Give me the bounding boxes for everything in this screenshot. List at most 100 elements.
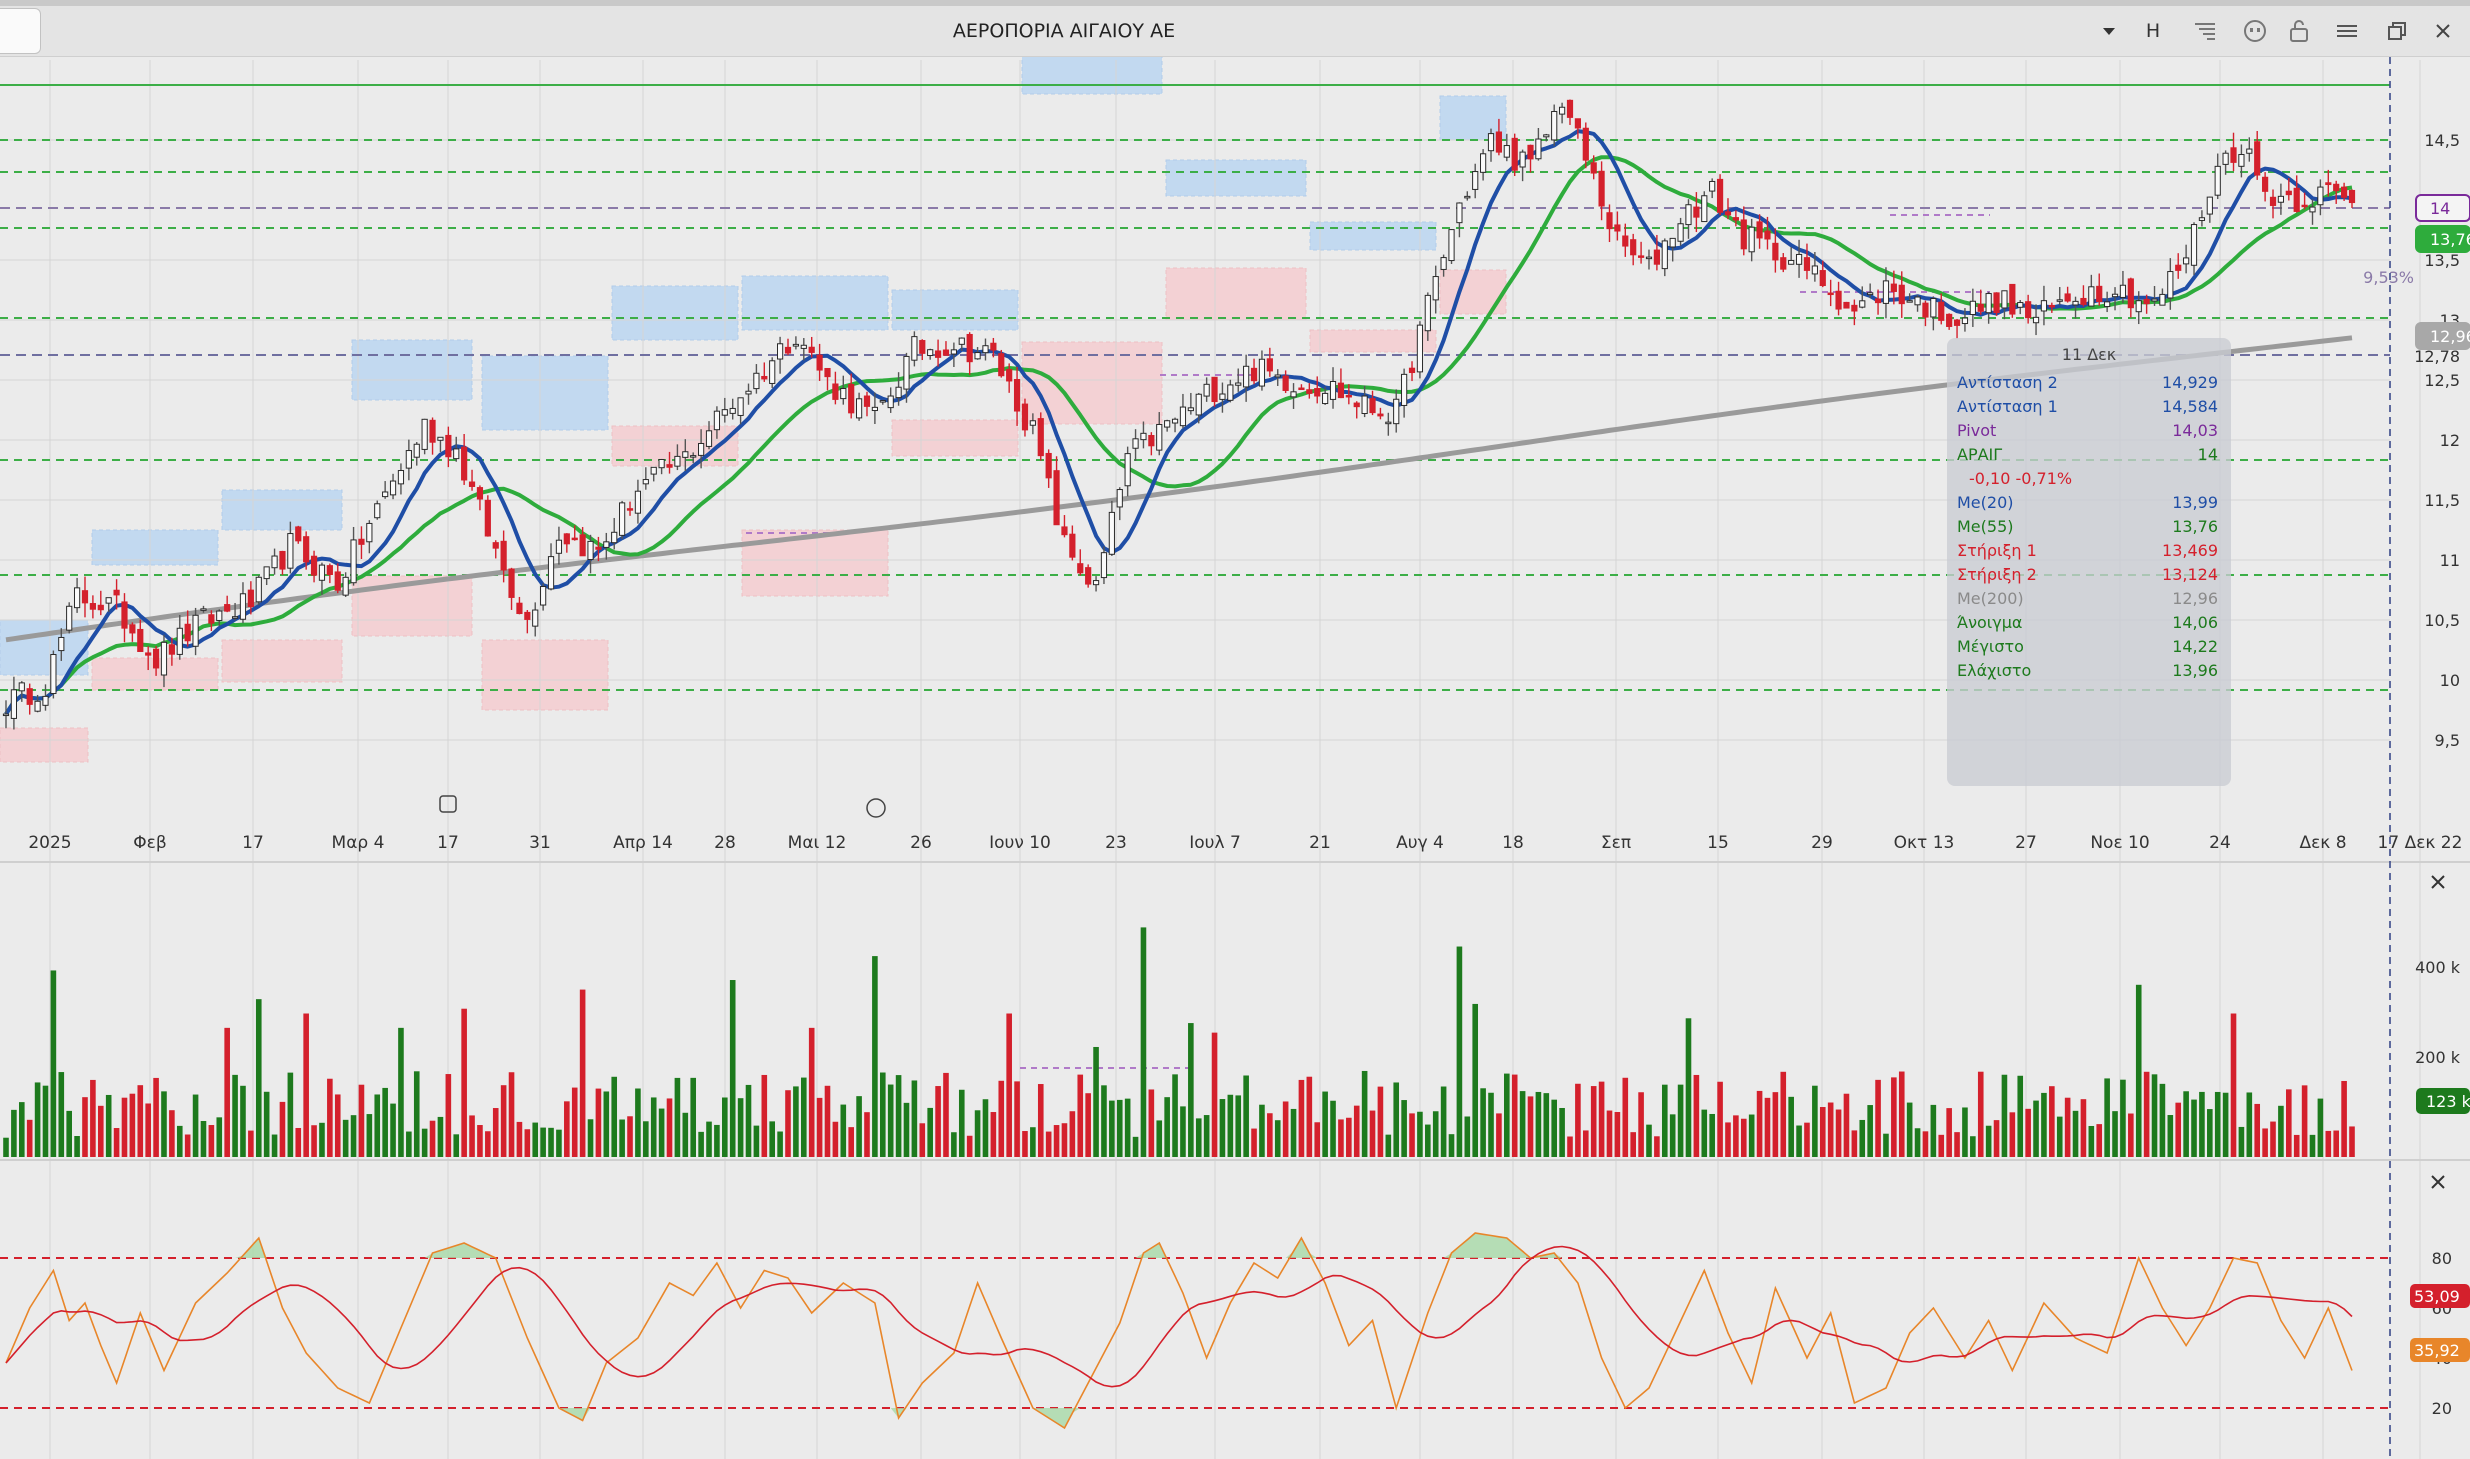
volume-bar bbox=[1164, 1097, 1170, 1157]
volume-bar bbox=[1922, 1131, 1929, 1157]
candle-down bbox=[137, 628, 144, 652]
volume-bar bbox=[982, 1099, 989, 1157]
volume-bar bbox=[2222, 1092, 2229, 1157]
dropdown-arrow-icon[interactable] bbox=[2090, 14, 2128, 48]
candle-down bbox=[784, 346, 792, 354]
volume-pane[interactable]: 400 k 200 k 123 k bbox=[0, 861, 2470, 1157]
volume-bar bbox=[485, 1131, 491, 1157]
ma55-price-tag: 13,76 bbox=[2415, 225, 2470, 253]
volume-bar bbox=[2001, 1074, 2008, 1157]
close-pane-icon bbox=[2431, 875, 2445, 889]
volume-bar bbox=[137, 1085, 144, 1157]
info-panel-value: 14 bbox=[2198, 445, 2218, 464]
info-panel-label: Στήριξη 1 bbox=[1957, 541, 2037, 560]
volume-bar bbox=[500, 1085, 507, 1157]
candle-up bbox=[2056, 299, 2063, 302]
volume-bar bbox=[1101, 1085, 1107, 1157]
x-tick-label: 24 bbox=[2209, 833, 2231, 853]
candle-down bbox=[2230, 147, 2237, 163]
candle-up bbox=[287, 533, 294, 569]
menu-icon[interactable] bbox=[2328, 14, 2366, 48]
volume-bar bbox=[879, 1072, 886, 1157]
candle-down bbox=[524, 611, 531, 620]
restore-window-icon[interactable] bbox=[2378, 14, 2416, 48]
candle-up bbox=[753, 372, 760, 390]
candle-down bbox=[1780, 257, 1787, 270]
y-tick-label: 10,5 bbox=[2424, 611, 2460, 630]
volume-bar bbox=[745, 1084, 752, 1157]
candle-down bbox=[121, 601, 128, 629]
volume-bar bbox=[271, 1134, 278, 1157]
volume-bar bbox=[2333, 1130, 2340, 1157]
volume-bar bbox=[1606, 1110, 1613, 1157]
volume-bar bbox=[1977, 1071, 1984, 1157]
candle-down bbox=[247, 589, 254, 608]
close-icon[interactable] bbox=[2424, 14, 2462, 48]
candle-down bbox=[1977, 303, 1984, 312]
candle-down bbox=[1408, 367, 1416, 374]
volume-bar bbox=[263, 1091, 270, 1157]
candle-up bbox=[453, 448, 460, 460]
symbol-search-box[interactable] bbox=[0, 8, 41, 54]
candle-up bbox=[1543, 134, 1550, 138]
volume-bar bbox=[722, 1097, 728, 1157]
volume-bar bbox=[2104, 1078, 2110, 1157]
candle-down bbox=[1495, 131, 1503, 153]
candle-up bbox=[1906, 300, 1913, 303]
candle-down bbox=[1377, 413, 1384, 417]
volume-bar bbox=[627, 1116, 633, 1157]
volume-bar bbox=[2309, 1134, 2316, 1157]
volume-bar bbox=[1259, 1104, 1265, 1157]
candle-up bbox=[397, 470, 405, 485]
volume-bar bbox=[42, 1085, 49, 1157]
interval-button[interactable]: H bbox=[2145, 20, 2161, 42]
candle-up bbox=[350, 539, 357, 584]
candle-up bbox=[2222, 152, 2229, 165]
candle-up bbox=[611, 531, 618, 544]
x-tick-label: 21 bbox=[1309, 833, 1331, 853]
volume-bar bbox=[279, 1101, 286, 1157]
candle-up bbox=[1503, 145, 1510, 158]
chart-area[interactable]: 2025 Φεβ 17 Μαρ 4 17 31 Απρ 14 28 Μαι 12 26 Ιουν 1… bbox=[0, 57, 2470, 1459]
volume-bar bbox=[477, 1125, 483, 1157]
volume-bar bbox=[1219, 1099, 1226, 1157]
info-panel-label: Μέγιστο bbox=[1957, 637, 2024, 656]
volume-bar bbox=[903, 1102, 910, 1157]
candle-up bbox=[603, 541, 610, 548]
volume-bar bbox=[840, 1104, 847, 1157]
candle-down bbox=[1653, 249, 1660, 265]
comment-icon[interactable] bbox=[2236, 14, 2274, 48]
volume-bar bbox=[1464, 1116, 1471, 1157]
volume-bar bbox=[816, 1097, 823, 1157]
candle-up bbox=[34, 700, 41, 712]
volume-bar bbox=[2349, 1126, 2355, 1157]
volume-bar bbox=[1306, 1076, 1313, 1157]
candles[interactable] bbox=[2, 99, 2356, 730]
candle-up bbox=[1235, 382, 1242, 386]
volume-bar bbox=[82, 1097, 88, 1157]
hierarchy-icon[interactable] bbox=[2186, 14, 2224, 48]
volume-bar bbox=[240, 1085, 246, 1157]
volume-bar bbox=[2096, 1124, 2103, 1157]
candle-up bbox=[1795, 253, 1803, 265]
y-tick-label: 10 bbox=[2440, 671, 2460, 690]
candle-down bbox=[1061, 526, 1068, 536]
volume-bar bbox=[1014, 1081, 1020, 1157]
candle-up bbox=[405, 450, 412, 469]
candle-up bbox=[840, 388, 847, 400]
y-tick-label: 11,5 bbox=[2424, 491, 2460, 510]
candle-up bbox=[2238, 154, 2245, 167]
candle-up bbox=[721, 409, 728, 416]
volume-bar bbox=[1677, 1084, 1684, 1157]
candle-up bbox=[1519, 151, 1526, 168]
candle-up bbox=[1480, 153, 1487, 173]
candle-up bbox=[1669, 237, 1676, 248]
volume-bar bbox=[1377, 1086, 1384, 1157]
volume-bar bbox=[1819, 1107, 1826, 1157]
candle-up bbox=[1140, 432, 1147, 441]
volume-bar bbox=[1440, 1086, 1447, 1157]
lock-icon[interactable] bbox=[2280, 14, 2318, 48]
volume-bar bbox=[1654, 1136, 1660, 1157]
